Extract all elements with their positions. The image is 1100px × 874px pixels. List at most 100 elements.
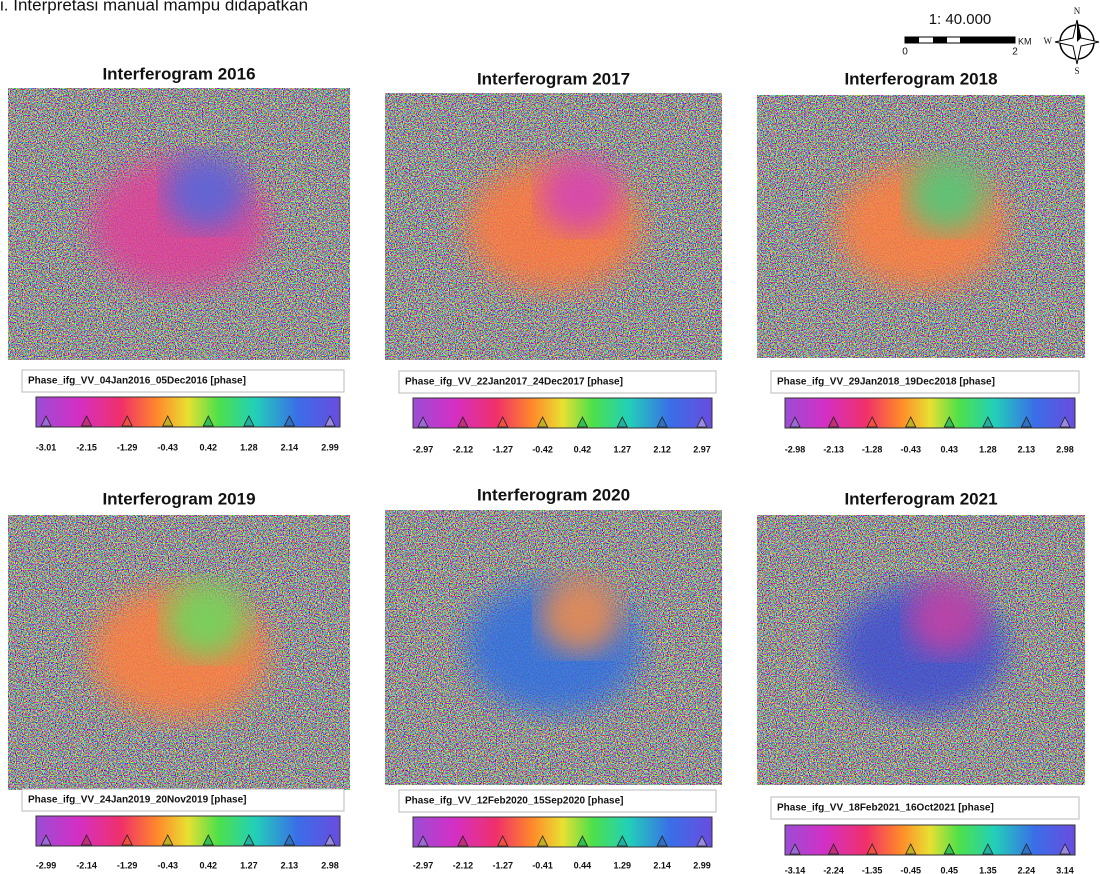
interferogram-panel: Interferogram 2020 Phase_ifg_VV_12Feb2020… xyxy=(385,485,722,870)
colorbar-marker xyxy=(696,835,708,847)
colorbar-tick-label: 2.99 xyxy=(693,860,711,870)
colorbar-marker xyxy=(576,835,589,847)
legend-title: Phase_ifg_VV_29Jan2018_19Dec2018 [phase] xyxy=(777,377,995,388)
colorbar-tick-label: -2.15 xyxy=(76,442,97,452)
colorbar-tick-label: -0.45 xyxy=(900,865,921,874)
colorbar-marker xyxy=(866,416,878,428)
colorbar xyxy=(35,815,341,847)
colorbar xyxy=(784,824,1076,856)
colorbar-tick-label: -2.13 xyxy=(823,444,844,454)
legend-title: Phase_ifg_VV_18Feb2021_16Oct2021 [phase] xyxy=(777,803,994,814)
colorbar-tick-label: 2.14 xyxy=(281,442,299,452)
colorbar-tick-label: 1.28 xyxy=(979,444,997,454)
colorbar-marker xyxy=(283,834,296,846)
panel-title: Interferogram 2019 xyxy=(102,489,255,508)
legend-box xyxy=(21,369,345,393)
scale-unit: KM xyxy=(1018,36,1032,46)
legend-box xyxy=(398,789,717,813)
colorbar-marker xyxy=(417,835,429,847)
colorbar-tick-label: -0.43 xyxy=(900,444,921,454)
interferogram-panel: Interferogram 2018 Phase_ifg_VV_29Jan2018… xyxy=(757,69,1085,454)
colorbar-tick-label: -2.98 xyxy=(785,444,806,454)
colorbar-tick-label: -3.01 xyxy=(36,442,57,452)
colorbar-tick-label: -1.27 xyxy=(492,444,513,454)
colorbar-tick-label: 0.43 xyxy=(941,444,959,454)
colorbar-marker xyxy=(324,834,336,846)
colorbar-tick-label: -1.27 xyxy=(492,860,513,870)
colorbar-marker xyxy=(162,415,174,427)
colorbar-tick-label: 1.35 xyxy=(979,865,997,874)
legend-box xyxy=(770,370,1080,394)
deformation-fringe xyxy=(907,158,987,232)
colorbar-tick-label: 1.27 xyxy=(240,860,258,870)
compass: N S W xyxy=(1044,6,1100,76)
colorbar-tick-label: -1.29 xyxy=(117,860,138,870)
colorbar-marker xyxy=(40,415,52,427)
scale-ratio: 1: 40.000 xyxy=(929,11,992,28)
colorbar-tick-label: 2.98 xyxy=(1056,444,1074,454)
colorbar-marker xyxy=(866,843,878,855)
interferogram-panel: Interferogram 2021 Phase_ifg_VV_18Feb2021… xyxy=(757,489,1085,874)
colorbar-marker xyxy=(80,834,93,846)
colorbar-tick-label: -2.97 xyxy=(413,444,434,454)
colorbar-tick-label: -2.97 xyxy=(413,860,434,870)
colorbar-marker xyxy=(943,416,955,428)
deformation-fringe xyxy=(540,157,621,232)
colorbar xyxy=(412,397,713,429)
colorbar-marker xyxy=(656,835,668,847)
legend-title: Phase_ifg_VV_04Jan2016_05Dec2016 [phase] xyxy=(28,376,246,387)
colorbar-marker xyxy=(497,416,509,428)
colorbar-marker xyxy=(656,416,668,428)
interferogram-panel: Interferogram 2017 Phase_ifg_VV_22Jan2017… xyxy=(385,69,722,454)
colorbar-tick-label: 0.42 xyxy=(200,442,218,452)
colorbar-tick-label: -1.35 xyxy=(862,865,883,874)
scale-bar: 1: 40.000 0 2 KM xyxy=(902,11,1031,58)
scale-segment xyxy=(960,37,1015,43)
colorbar-tick-label: 1.29 xyxy=(614,860,632,870)
colorbar xyxy=(784,397,1076,429)
colorbar-tick-label: -3.14 xyxy=(785,865,806,874)
colorbar-marker xyxy=(905,843,917,855)
colorbar-marker xyxy=(417,416,429,428)
panel-title: Interferogram 2016 xyxy=(102,64,255,83)
legend-title: Phase_ifg_VV_12Feb2020_15Sep2020 [phase] xyxy=(405,796,623,807)
colorbar-tick-label: 2.99 xyxy=(321,442,339,452)
colorbar-tick-label: 2.97 xyxy=(693,444,711,454)
deformation-fringe xyxy=(165,581,248,658)
colorbar-marker xyxy=(1059,416,1071,428)
compass-north: N xyxy=(1074,6,1081,16)
colorbar-marker xyxy=(982,416,994,428)
interferogram-panel: Interferogram 2016 Phase_ifg_VV_04Jan2016… xyxy=(8,64,350,452)
colorbar-tick-label: 2.13 xyxy=(1018,444,1036,454)
compass-south: S xyxy=(1074,66,1079,76)
legend-box xyxy=(770,796,1080,820)
colorbar-tick-label: -2.24 xyxy=(823,865,844,874)
colorbar-marker xyxy=(40,834,52,846)
colorbar-tick-label: -1.28 xyxy=(862,444,883,454)
scale-segment xyxy=(905,37,919,43)
colorbar-tick-label: 3.14 xyxy=(1056,865,1074,874)
colorbar-tick-label: 2.12 xyxy=(653,444,671,454)
colorbar-tick-label: -0.43 xyxy=(157,860,178,870)
colorbar-marker xyxy=(789,843,801,855)
colorbar-marker xyxy=(283,415,296,427)
colorbar-marker xyxy=(202,834,214,846)
colorbar-tick-label: -2.12 xyxy=(453,860,474,870)
colorbar-marker xyxy=(696,416,708,428)
scale-segment xyxy=(933,37,947,43)
colorbar-marker xyxy=(324,415,336,427)
legend-box xyxy=(398,370,717,394)
colorbar-marker xyxy=(905,416,917,428)
header-text: i. Interpretasi manual mampu didapatkan xyxy=(0,0,308,14)
colorbar-marker xyxy=(497,835,509,847)
colorbar-tick-label: 1.28 xyxy=(240,442,258,452)
panel-title: Interferogram 2021 xyxy=(844,489,997,508)
colorbar-marker xyxy=(576,416,589,428)
colorbar-tick-label: 2.13 xyxy=(281,860,299,870)
colorbar-tick-label: 0.42 xyxy=(574,444,592,454)
deformation-fringe xyxy=(165,153,248,230)
interferogram-panel: Interferogram 2019 Phase_ifg_VV_24Jan2019… xyxy=(8,489,350,870)
colorbar-tick-label: 2.24 xyxy=(1018,865,1036,874)
colorbar-tick-label: -2.99 xyxy=(36,860,57,870)
